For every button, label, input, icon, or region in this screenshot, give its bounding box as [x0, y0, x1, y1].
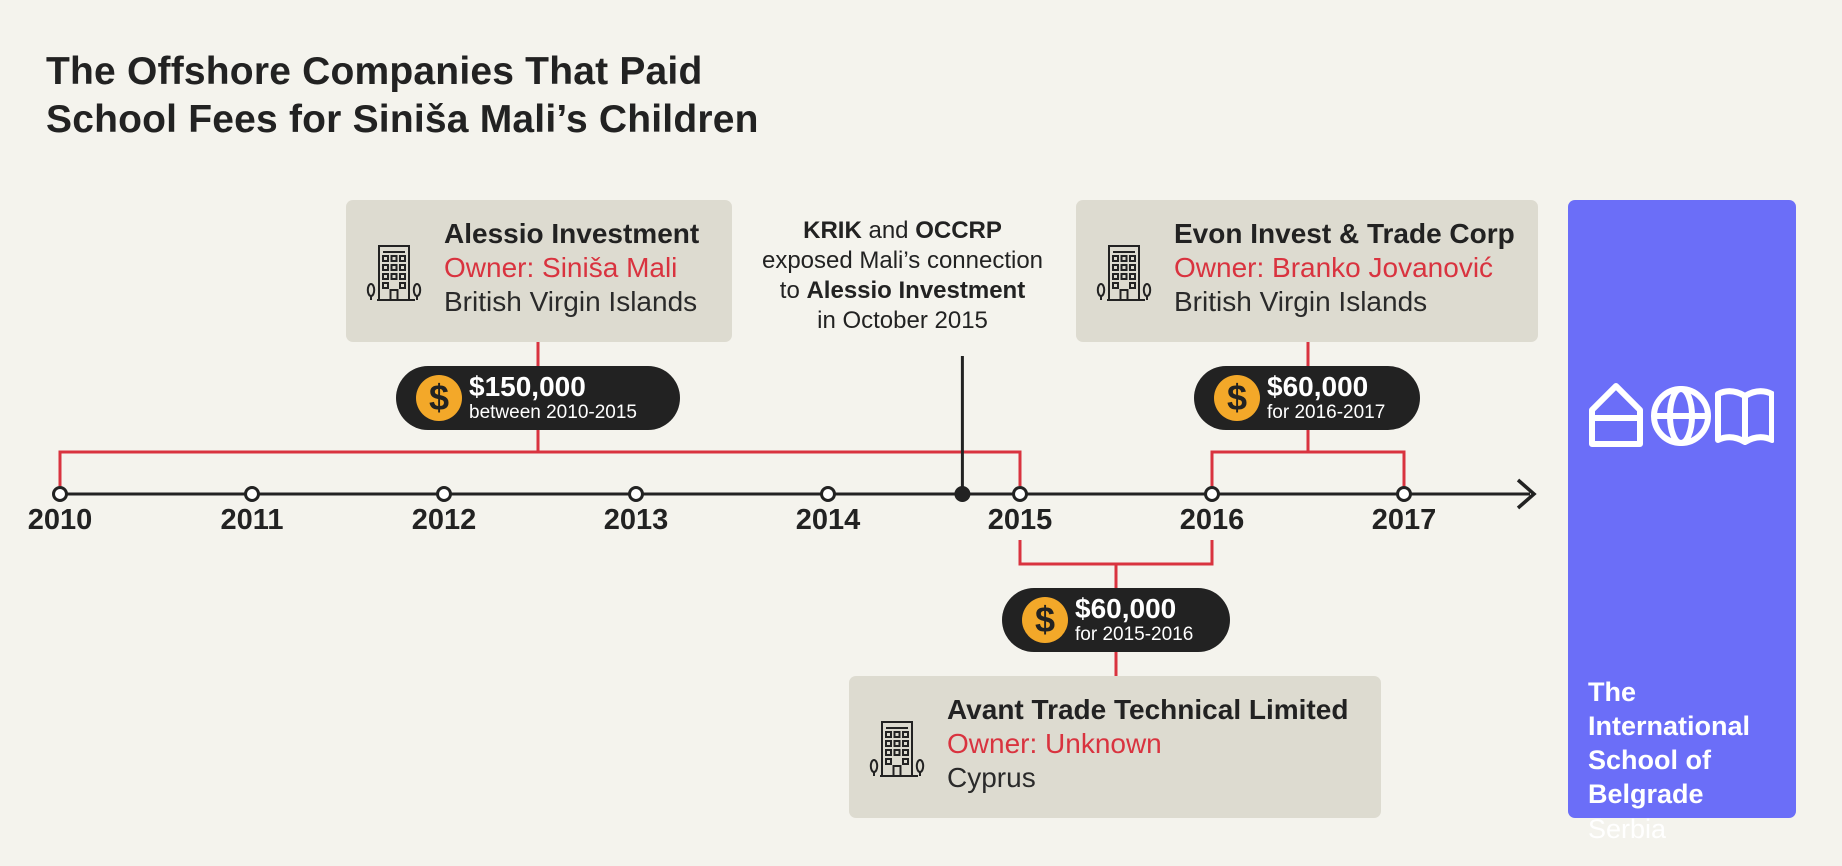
year-marker — [628, 486, 644, 502]
payment-badge-avant: $ $60,000 for 2015-2016 — [1002, 588, 1230, 652]
year-label: 2016 — [1179, 504, 1245, 536]
year-label: 2015 — [987, 504, 1053, 536]
bracket-avant — [1018, 540, 1214, 566]
year-label: 2012 — [411, 504, 477, 536]
timeline-arrow-head — [1516, 478, 1537, 510]
bracket-alessio — [58, 450, 1022, 486]
note-and: and — [861, 217, 916, 244]
exposure-note: KRIK and OCCRP exposed Mali’s connection… — [740, 216, 1065, 336]
title-line-2: School Fees for Siniša Mali’s Children — [46, 98, 759, 141]
year-marker — [1012, 486, 1028, 502]
office-building-icon — [869, 721, 925, 777]
company-owner: Owner: Siniša Mali — [444, 252, 678, 283]
company-owner: Owner: Branko Jovanović — [1174, 252, 1494, 283]
payment-badge-evon: $ $60,000 for 2016-2017 — [1194, 366, 1420, 430]
company-owner: Owner: Unknown — [947, 728, 1162, 759]
note-line-4: in October 2015 — [817, 307, 988, 334]
note-to: to — [779, 277, 807, 304]
company-name: Evon Invest & Trade Corp — [1174, 218, 1515, 249]
exposure-dot — [954, 486, 971, 502]
school-country: Serbia — [1588, 814, 1667, 844]
exposure-marker — [954, 356, 971, 502]
school-panel: The International School of Belgrade Ser… — [1568, 200, 1796, 844]
year-marker — [52, 486, 68, 502]
dollar-coin-icon: $ — [1022, 597, 1068, 643]
company-card-alessio: Alessio Investment Owner: Siniša Mali Br… — [346, 200, 732, 342]
year-marker — [244, 486, 260, 502]
page-title: The Offshore Companies That Paid School … — [46, 48, 759, 144]
payment-amount: $60,000 — [1267, 371, 1369, 402]
company-name: Alessio Investment — [444, 218, 700, 249]
org-occrp: OCCRP — [915, 217, 1002, 244]
year-label: 2013 — [603, 504, 669, 536]
note-company: Alessio Investment — [806, 277, 1026, 304]
year-label: 2011 — [220, 504, 284, 536]
year-label: 2017 — [1371, 504, 1437, 536]
company-card-avant: Avant Trade Technical Limited Owner: Unk… — [849, 676, 1381, 818]
company-name: Avant Trade Technical Limited — [947, 694, 1349, 725]
payment-period: between 2010-2015 — [469, 402, 637, 423]
payment-connectors — [58, 342, 1406, 676]
payment-amount: $150,000 — [469, 371, 586, 402]
payment-amount: $60,000 — [1075, 593, 1177, 624]
bracket-evon — [1210, 450, 1406, 486]
school-name: The International School of Belgrade — [1588, 677, 1751, 809]
year-markers — [52, 486, 1412, 502]
company-location: British Virgin Islands — [1174, 286, 1428, 317]
company-location: British Virgin Islands — [444, 286, 698, 317]
note-line-2: exposed Mali’s connection — [761, 247, 1044, 274]
year-marker — [820, 486, 836, 502]
payment-period: for 2015-2016 — [1075, 624, 1194, 645]
year-marker — [1204, 486, 1220, 502]
payment-period: for 2016-2017 — [1267, 402, 1386, 423]
company-location: Cyprus — [947, 762, 1036, 793]
dollar-coin-icon: $ — [416, 375, 462, 421]
payment-badge-alessio: $ $150,000 between 2010-2015 — [396, 366, 680, 430]
year-marker — [436, 486, 452, 502]
office-building-icon — [366, 245, 422, 301]
open-book-icon — [1715, 388, 1774, 445]
org-krik: KRIK — [803, 217, 862, 244]
year-label: 2010 — [27, 504, 93, 536]
dollar-coin-icon: $ — [1214, 375, 1260, 421]
year-marker — [1396, 486, 1412, 502]
school-icons — [1589, 383, 1774, 447]
company-card-evon: Evon Invest & Trade Corp Owner: Branko J… — [1076, 200, 1538, 342]
office-building-icon — [1096, 245, 1152, 301]
year-label: 2014 — [795, 504, 861, 536]
title-line-1: The Offshore Companies That Paid — [46, 50, 703, 93]
globe-icon — [1651, 386, 1711, 446]
